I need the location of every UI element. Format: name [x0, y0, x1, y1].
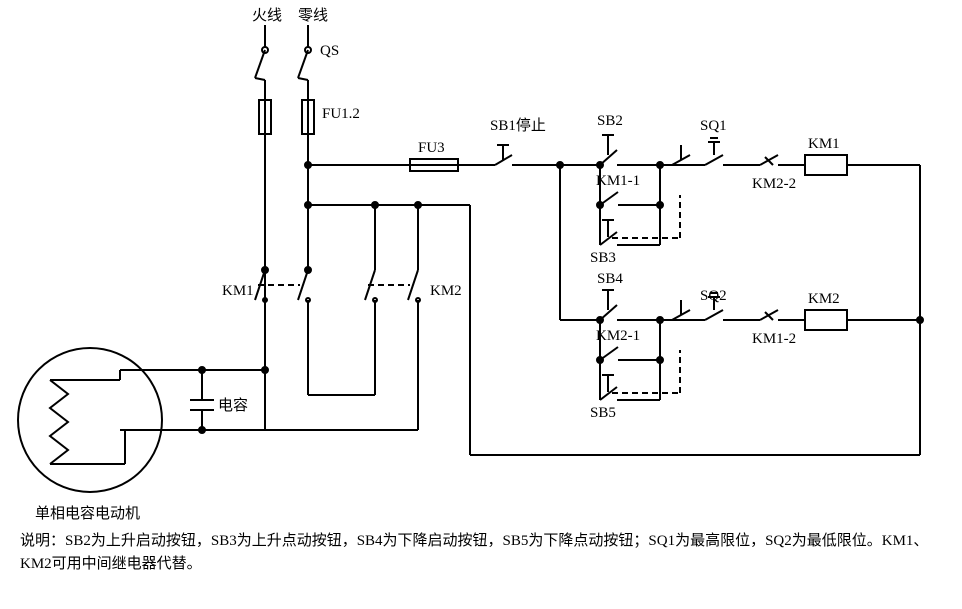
label-neutral: 零线	[298, 7, 328, 24]
label-cap: 电容	[218, 397, 248, 414]
label-km1-main: KM1	[222, 283, 254, 299]
label-km2-2: KM2-2	[752, 176, 796, 192]
label-km2-coil: KM2	[808, 291, 840, 307]
description-text: 说明：SB2为上升启动按钮，SB3为上升点动按钮，SB4为下降启动按钮，SB5为…	[20, 530, 940, 575]
label-sq2: SQ2	[700, 288, 727, 304]
circuit-diagram: 火线 零线 QS FU1.2 KM1 KM	[0, 0, 962, 609]
label-hot: 火线	[252, 7, 282, 24]
label-fu3: FU3	[418, 140, 445, 156]
label-motor: 单相电容电动机	[35, 505, 140, 522]
label-fu12: FU1.2	[322, 106, 360, 122]
label-km1-2: KM1-2	[752, 331, 796, 347]
label-km1-1: KM1-1	[596, 173, 640, 189]
label-sq1: SQ1	[700, 118, 727, 134]
label-sb5: SB5	[590, 405, 616, 421]
label-qs: QS	[320, 43, 339, 59]
label-sb2: SB2	[597, 113, 623, 129]
label-sb4: SB4	[597, 271, 623, 287]
label-km2-1: KM2-1	[596, 328, 640, 344]
label-km2-main: KM2	[430, 283, 462, 299]
label-sb3: SB3	[590, 250, 616, 266]
label-km1-coil: KM1	[808, 136, 840, 152]
label-sb1: SB1停止	[490, 117, 546, 134]
